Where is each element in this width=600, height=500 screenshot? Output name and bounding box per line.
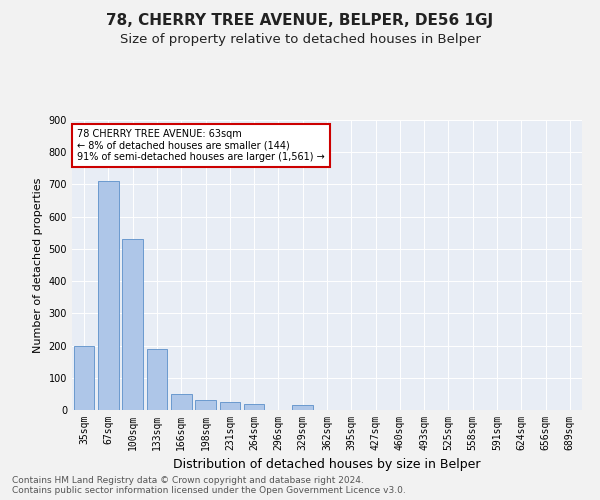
Bar (244, 404, 265, 410)
Bar (98, 181, 119, 410)
Bar (292, 405, 313, 410)
X-axis label: Distribution of detached houses by size in Belper: Distribution of detached houses by size … (173, 458, 481, 471)
Bar (122, 239, 143, 410)
Bar (146, 349, 167, 410)
Bar (195, 400, 216, 410)
Text: Size of property relative to detached houses in Belper: Size of property relative to detached ho… (119, 32, 481, 46)
Text: 78, CHERRY TREE AVENUE, BELPER, DE56 1GJ: 78, CHERRY TREE AVENUE, BELPER, DE56 1GJ (106, 12, 494, 28)
Bar (171, 394, 191, 410)
Bar (220, 402, 240, 410)
Y-axis label: Number of detached properties: Number of detached properties (33, 178, 43, 352)
Text: 78 CHERRY TREE AVENUE: 63sqm
← 8% of detached houses are smaller (144)
91% of se: 78 CHERRY TREE AVENUE: 63sqm ← 8% of det… (77, 128, 325, 162)
Text: Contains HM Land Registry data © Crown copyright and database right 2024.
Contai: Contains HM Land Registry data © Crown c… (12, 476, 406, 495)
Bar (74, 346, 94, 410)
